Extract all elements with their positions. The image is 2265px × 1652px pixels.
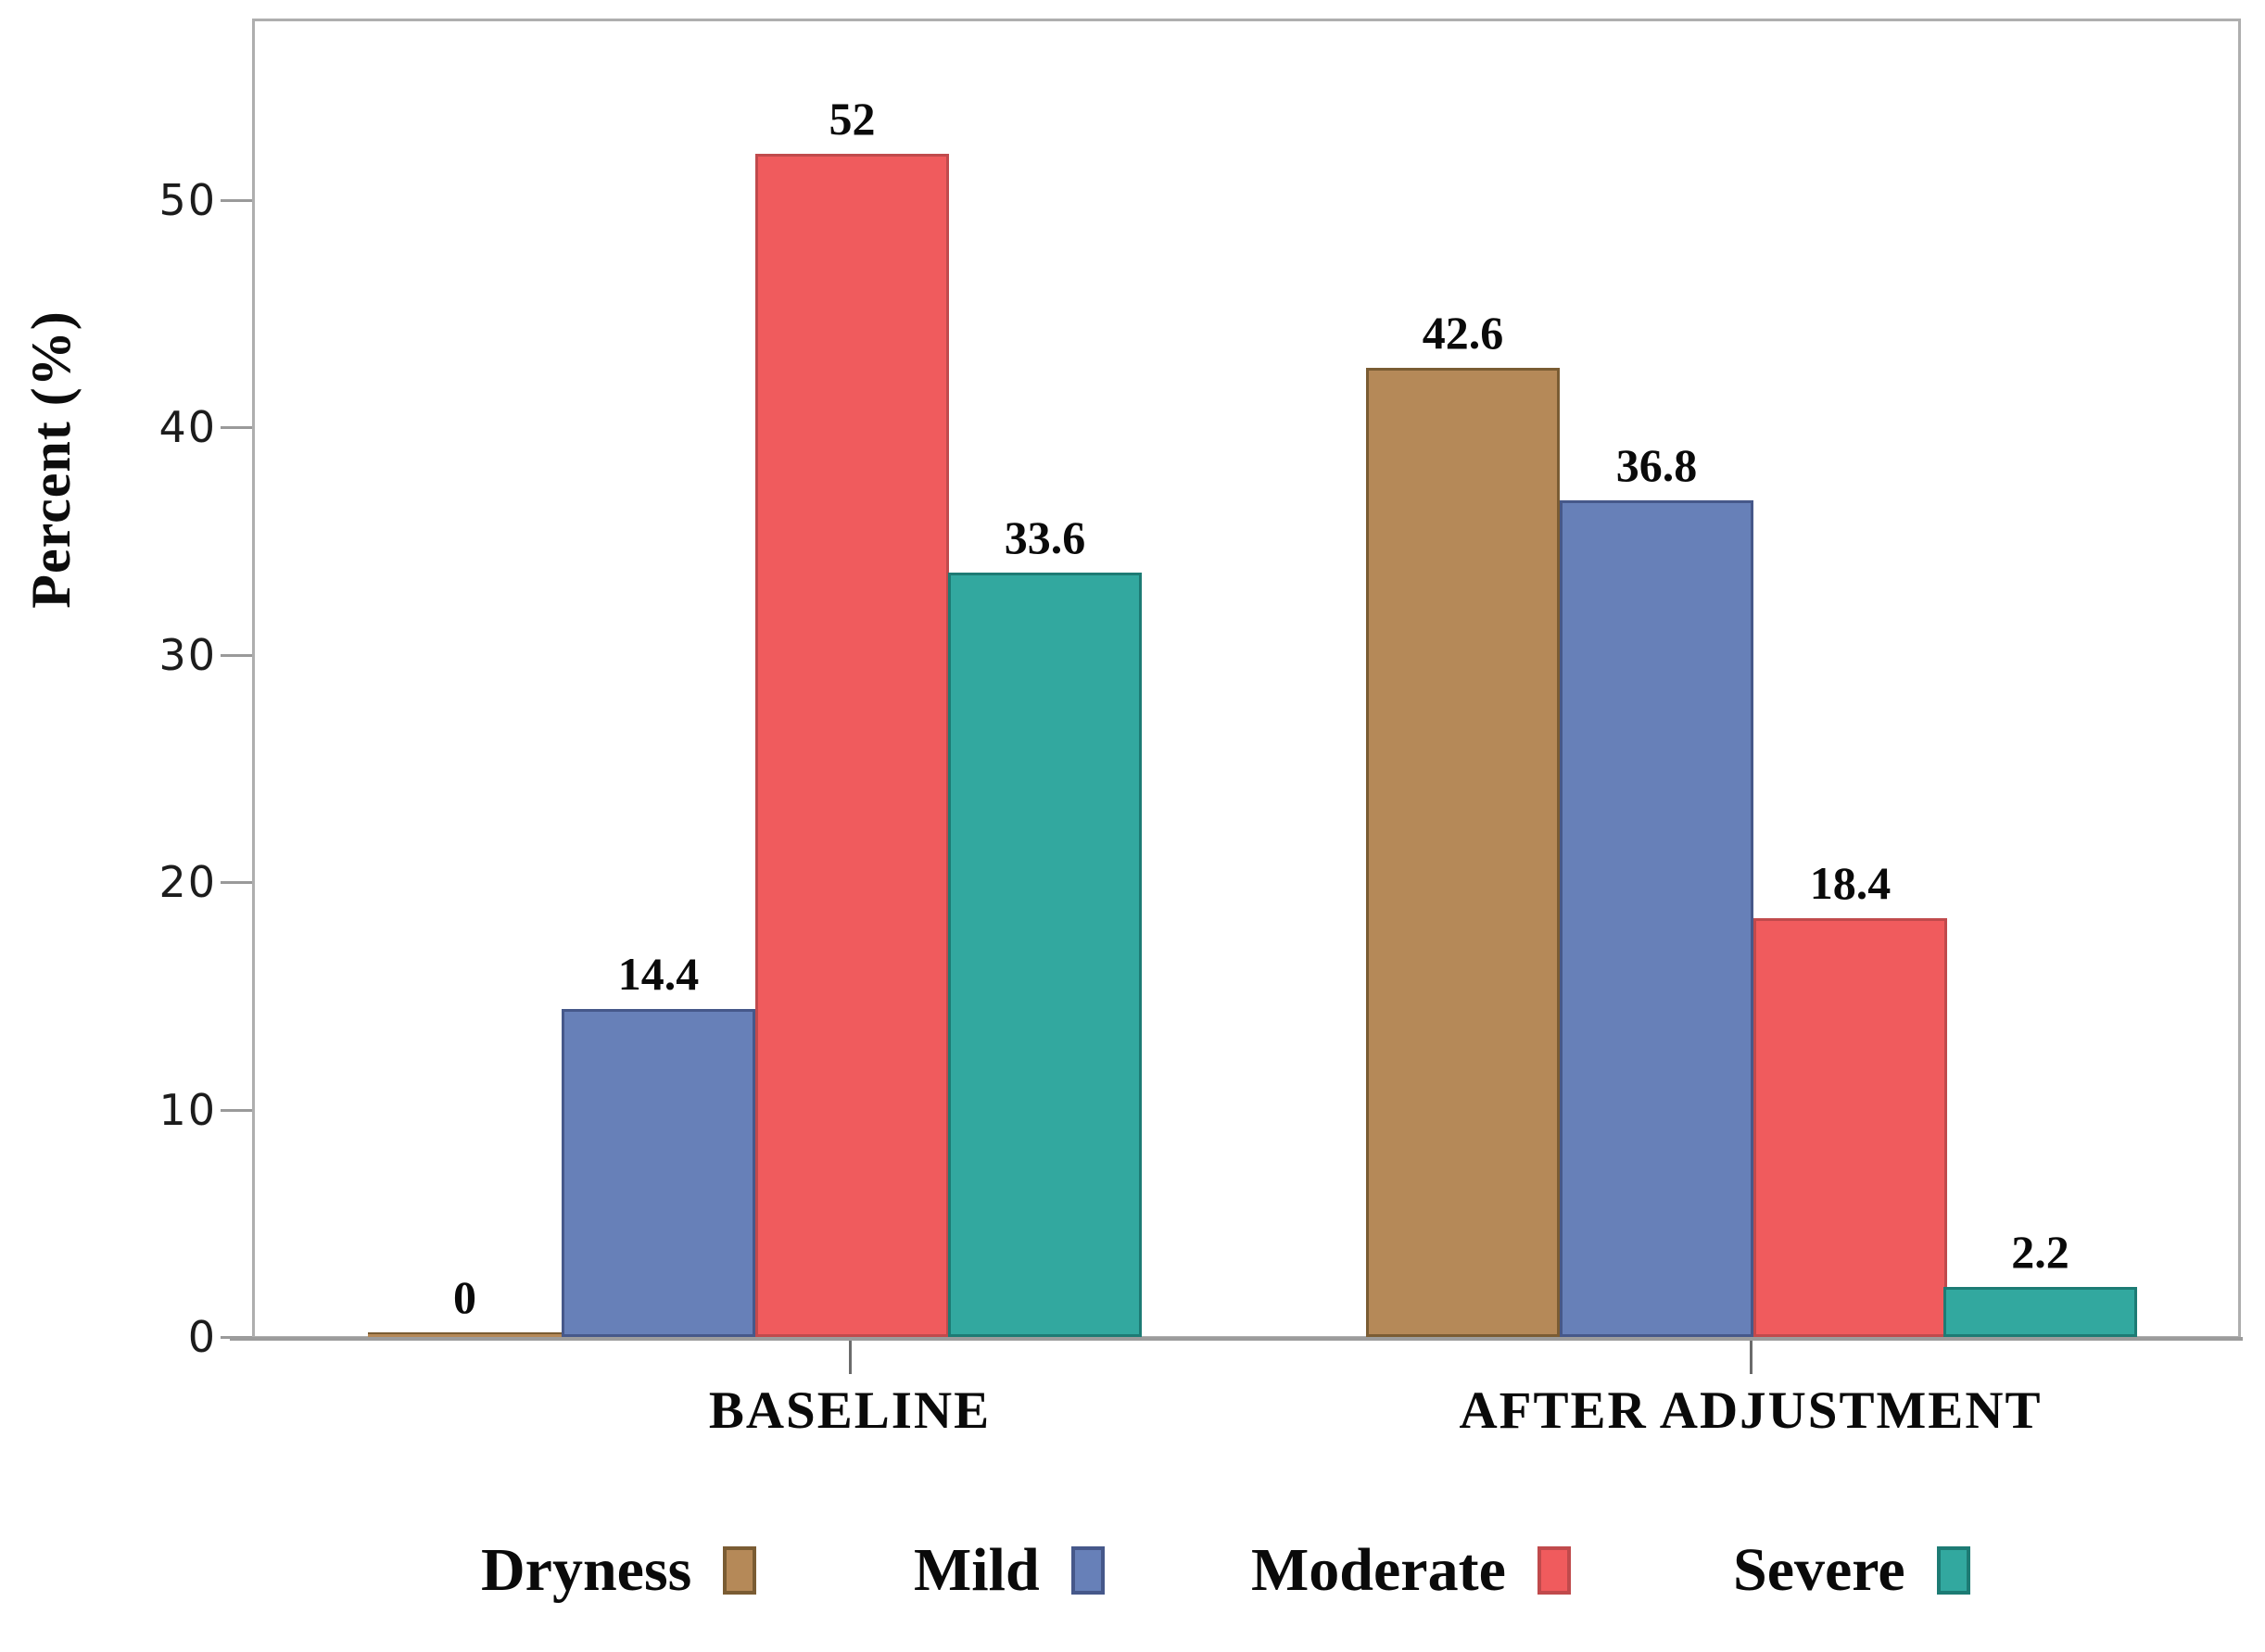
bar-dryness-baseline <box>368 1332 562 1337</box>
bar-severe-baseline <box>948 573 1142 1337</box>
x-category-label: AFTER ADJUSTMENT <box>1459 1381 2043 1440</box>
bar-value-label: 0 <box>453 1271 476 1323</box>
bar-value-label: 36.8 <box>1615 439 1698 491</box>
legend-item-severe: Severe <box>1733 1524 1970 1617</box>
legend-item-dryness: Dryness <box>481 1524 757 1617</box>
bar-mild-baseline <box>562 1009 755 1337</box>
x-tick <box>1750 1341 1753 1374</box>
bar-severe-after-adjustment <box>1943 1287 2137 1337</box>
y-tick-label: 50 <box>158 175 217 225</box>
legend-swatch-severe <box>1936 1546 1970 1595</box>
legend-item-mild: Mild <box>914 1524 1105 1617</box>
bar-value-label: 14.4 <box>617 948 700 1000</box>
y-tick <box>221 426 252 429</box>
bar-value-label: 2.2 <box>2011 1226 2069 1278</box>
y-tick <box>221 1109 252 1112</box>
bar-value-label: 42.6 <box>1422 307 1504 359</box>
legend: Dryness Mild Moderate Severe <box>0 1524 2265 1626</box>
legend-label: Severe <box>1733 1536 1905 1604</box>
bar-value-label: 33.6 <box>1004 511 1086 563</box>
bar-mild-after-adjustment <box>1560 500 1753 1337</box>
y-tick-label: 40 <box>158 402 217 452</box>
y-tick <box>221 881 252 884</box>
bar-value-label: 52 <box>829 93 876 145</box>
bar-value-label: 18.4 <box>1809 857 1892 909</box>
x-category-label: BASELINE <box>708 1381 992 1440</box>
y-axis-title: Percent (%) <box>20 310 82 609</box>
bar-moderate-after-adjustment <box>1753 918 1947 1337</box>
y-tick <box>221 199 252 202</box>
legend-label: Dryness <box>481 1536 692 1604</box>
legend-swatch-dryness <box>723 1546 757 1595</box>
x-tick <box>849 1341 852 1374</box>
legend-swatch-mild <box>1070 1546 1105 1595</box>
bar-moderate-baseline <box>755 154 949 1337</box>
legend-item-moderate: Moderate <box>1251 1524 1571 1617</box>
legend-swatch-moderate <box>1537 1546 1571 1595</box>
legend-label: Mild <box>914 1536 1040 1604</box>
y-tick-label: 20 <box>158 857 217 907</box>
y-tick <box>221 654 252 657</box>
x-axis-line <box>230 1337 2243 1341</box>
y-tick-label: 0 <box>187 1312 217 1362</box>
y-tick-label: 10 <box>158 1085 217 1135</box>
bar-dryness-after-adjustment <box>1366 368 1560 1337</box>
y-tick-label: 30 <box>158 630 217 680</box>
legend-label: Moderate <box>1251 1536 1506 1604</box>
